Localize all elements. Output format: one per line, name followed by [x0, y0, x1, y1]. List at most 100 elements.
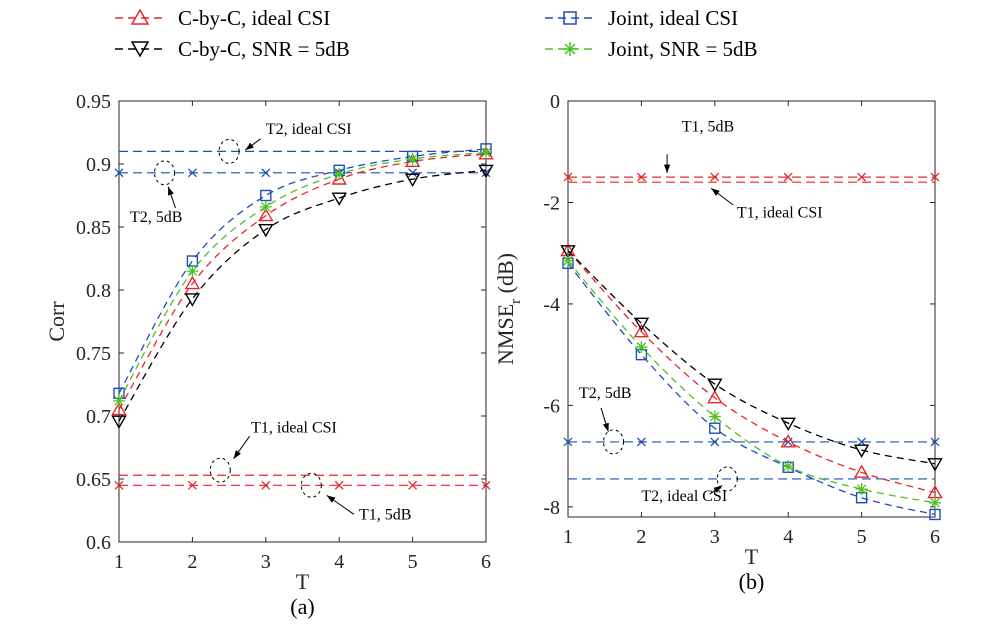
- series-2-point: [186, 255, 199, 267]
- y-axis-label-sub: r: [508, 299, 524, 304]
- series-3-point: [404, 173, 421, 188]
- legend-label-1: C-by-C, ideal CSI: [178, 6, 330, 30]
- x-tick-label: 5: [857, 526, 867, 548]
- series-3-point: [927, 458, 943, 472]
- series-4-point: [406, 152, 419, 165]
- annotation-arrowhead: [245, 142, 254, 151]
- reference-line-marker: [408, 168, 418, 178]
- y-tick-label: 0.7: [86, 406, 111, 428]
- reference-line-marker: [261, 168, 271, 178]
- reference-line-marker: [481, 480, 491, 490]
- annotation-label: T1, 5dB: [682, 118, 734, 135]
- annotation-label: T2, 5dB: [579, 385, 631, 402]
- reference-line-marker: [187, 168, 197, 178]
- x-axis-label: T: [296, 569, 310, 594]
- series-1-point: [633, 323, 650, 338]
- y-tick-label: 0.8: [86, 280, 111, 302]
- series-4-point: [782, 460, 795, 473]
- plot-a: 1 2 3 4 5 6 0.6 0.65 0.7 0.75 0.8 0.85 0.9 0.95 T(a) Co…: [44, 91, 494, 619]
- x-tick-label: 4: [783, 526, 793, 548]
- series-4-point: [333, 168, 346, 181]
- series-4-point: [186, 265, 199, 278]
- legend-item-2: Joint, ideal CSI: [545, 6, 738, 30]
- series-1-point: [258, 207, 274, 222]
- x-tick-label: 2: [187, 551, 197, 573]
- y-axis-label: NMSEr (dB): [493, 253, 524, 365]
- x-tick-label: 3: [261, 551, 271, 573]
- series-1-point: [853, 464, 870, 478]
- x-tick-label: 5: [408, 551, 418, 573]
- reference-line-marker: [636, 172, 646, 182]
- x-tick-label: 2: [636, 526, 646, 548]
- y-tick-label: 0.65: [76, 469, 111, 491]
- annotation-circle: [300, 472, 322, 498]
- series-3-point: [478, 164, 494, 179]
- x-tick-label: 1: [563, 526, 573, 548]
- annotation-circle: [716, 466, 738, 492]
- legend-item-3: C-by-C, SNR = 5dB: [115, 37, 350, 61]
- series-4-point: [259, 200, 272, 213]
- legend: C-by-C, ideal CSI Joint, ideal CSI C-by-…: [115, 6, 758, 61]
- y-axis-label-main: NMSE: [493, 304, 518, 365]
- series-3-point: [707, 378, 723, 392]
- annotation-circle: [209, 457, 231, 483]
- legend-item-4: Joint, SNR = 5dB: [545, 37, 758, 61]
- annotation-label: T1, ideal CSI: [737, 205, 823, 222]
- annotation-label: T2, ideal CSI: [641, 488, 727, 505]
- series-line-4: [118, 152, 487, 402]
- reference-line-marker: [710, 172, 720, 182]
- annotation-arrowhead: [167, 186, 174, 196]
- y-tick-label: 0.9: [86, 154, 111, 176]
- series-line-4: [567, 260, 936, 504]
- series-3-point: [184, 293, 201, 307]
- series-1-point: [780, 434, 796, 448]
- legend-label-3: C-by-C, SNR = 5dB: [178, 37, 350, 61]
- annotation-circle: [218, 138, 240, 164]
- y-tick-label: -8: [543, 497, 560, 519]
- series-1-point: [331, 171, 347, 185]
- reference-line-marker: [857, 172, 867, 182]
- annotation-label: T2, ideal CSI: [266, 121, 352, 138]
- y-tick-label: 0.6: [86, 532, 111, 554]
- plot-frame: [567, 100, 936, 518]
- annotation-label: T1, 5dB: [359, 506, 411, 523]
- x-tick-label: 6: [481, 551, 491, 573]
- series-4-point: [480, 146, 492, 159]
- series-1-point: [111, 401, 127, 416]
- y-tick-label: -6: [543, 395, 560, 417]
- series-3-point: [633, 317, 650, 332]
- annotation-label: T2, 5dB: [130, 209, 182, 226]
- y-tick-label: 0.75: [76, 343, 111, 365]
- legend-item-1: C-by-C, ideal CSI: [115, 6, 330, 30]
- reference-line-marker: [563, 437, 573, 447]
- y-tick-label: -2: [543, 192, 560, 214]
- annotation-arrowhead: [711, 188, 720, 196]
- annotation-arrowhead: [326, 495, 336, 503]
- x-tick-label: 6: [930, 526, 940, 548]
- series-1-point: [404, 153, 421, 168]
- series-3-point: [258, 223, 274, 238]
- reference-line-marker: [563, 172, 573, 182]
- reference-line-marker: [930, 437, 940, 447]
- reference-line-marker: [114, 168, 124, 178]
- series-4-point: [635, 341, 648, 354]
- plot-frame: [118, 100, 487, 543]
- series-line-1: [118, 153, 487, 411]
- series-3-point: [780, 417, 796, 432]
- y-axis-label-unit: (dB): [493, 253, 518, 299]
- plot-b: 1 2 3 4 5 6 0 -2 -4 -6 -8 T(b) NMSEr (dB) T1, 5dB T1, …: [493, 91, 943, 594]
- y-tick-label: 0: [550, 91, 560, 113]
- reference-line-marker: [408, 480, 418, 490]
- annotation-circle: [603, 429, 625, 455]
- legend-label-2: Joint, ideal CSI: [608, 6, 738, 30]
- series-3-point: [331, 192, 347, 206]
- series-3-point: [853, 444, 870, 458]
- series-4-point: [708, 410, 721, 423]
- series-line-1: [567, 250, 936, 494]
- legend-label-4: Joint, SNR = 5dB: [608, 37, 758, 61]
- subplot-caption: (b): [739, 569, 765, 594]
- reference-line-marker: [114, 480, 124, 490]
- reference-line-marker: [783, 172, 793, 182]
- series-2-point: [709, 422, 721, 434]
- annotation-label: T1, ideal CSI: [251, 419, 337, 436]
